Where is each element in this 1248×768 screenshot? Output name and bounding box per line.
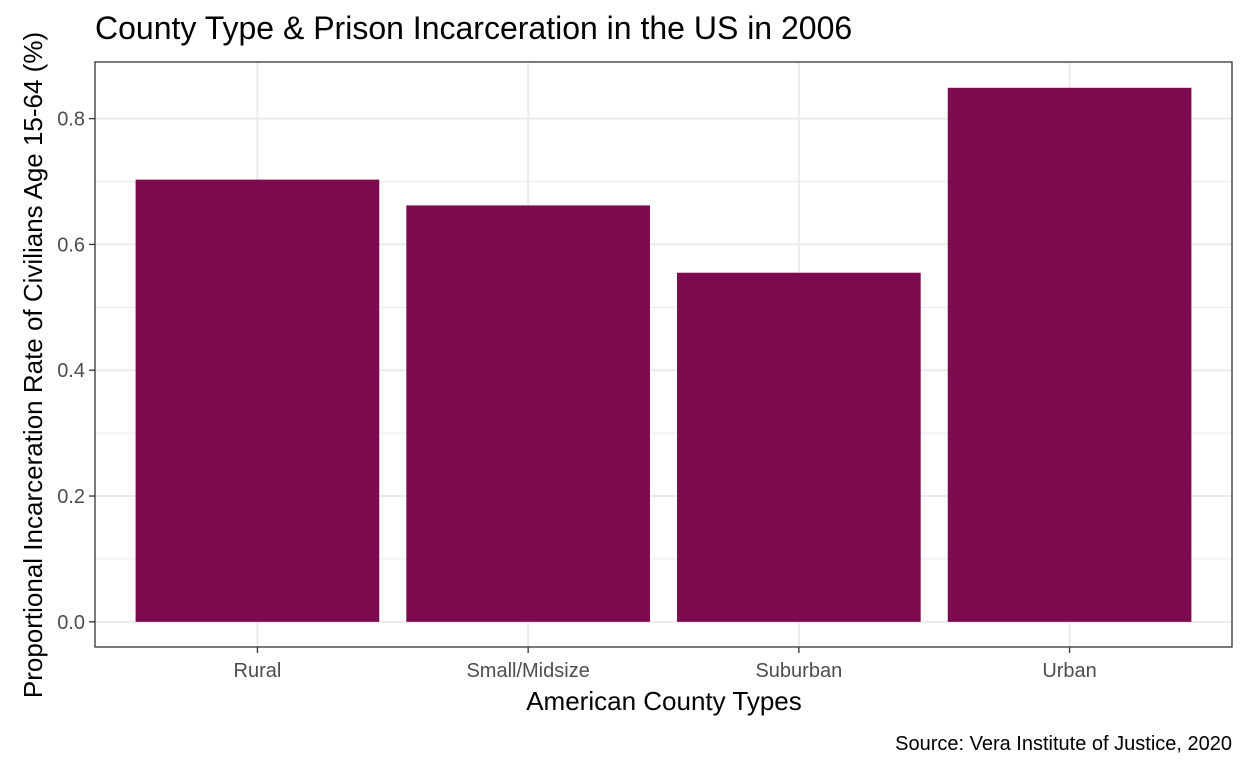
x-tick-label: Small/Midsize <box>466 660 589 682</box>
y-tick-label: 0.6 <box>57 234 85 256</box>
bar-suburban <box>677 272 921 622</box>
x-axis-ticks: Rural Small/Midsize Suburban Urban <box>234 647 1097 682</box>
x-tick-label: Urban <box>1042 660 1096 682</box>
x-tick-label: Suburban <box>755 660 842 682</box>
bar-small-midsize <box>406 205 650 622</box>
x-axis-title: American County Types <box>526 686 802 716</box>
y-tick-label: 0.8 <box>57 109 85 131</box>
plot-panel-border <box>94 61 1233 648</box>
source-caption: Source: Vera Institute of Justice, 2020 <box>895 733 1232 755</box>
y-tick-label: 0.0 <box>57 612 85 634</box>
chart-title: County Type & Prison Incarceration in th… <box>95 10 852 46</box>
y-axis-ticks: 0.0 0.2 0.4 0.6 0.8 <box>57 109 95 634</box>
y-tick-label: 0.2 <box>57 486 85 508</box>
x-tick-label: Rural <box>234 660 282 682</box>
y-axis-title: Proportional Incarceration Rate of Civil… <box>18 32 48 698</box>
bar-rural <box>135 179 380 622</box>
y-tick-label: 0.4 <box>57 360 85 382</box>
bars <box>135 87 1192 622</box>
bar-urban <box>947 87 1192 622</box>
